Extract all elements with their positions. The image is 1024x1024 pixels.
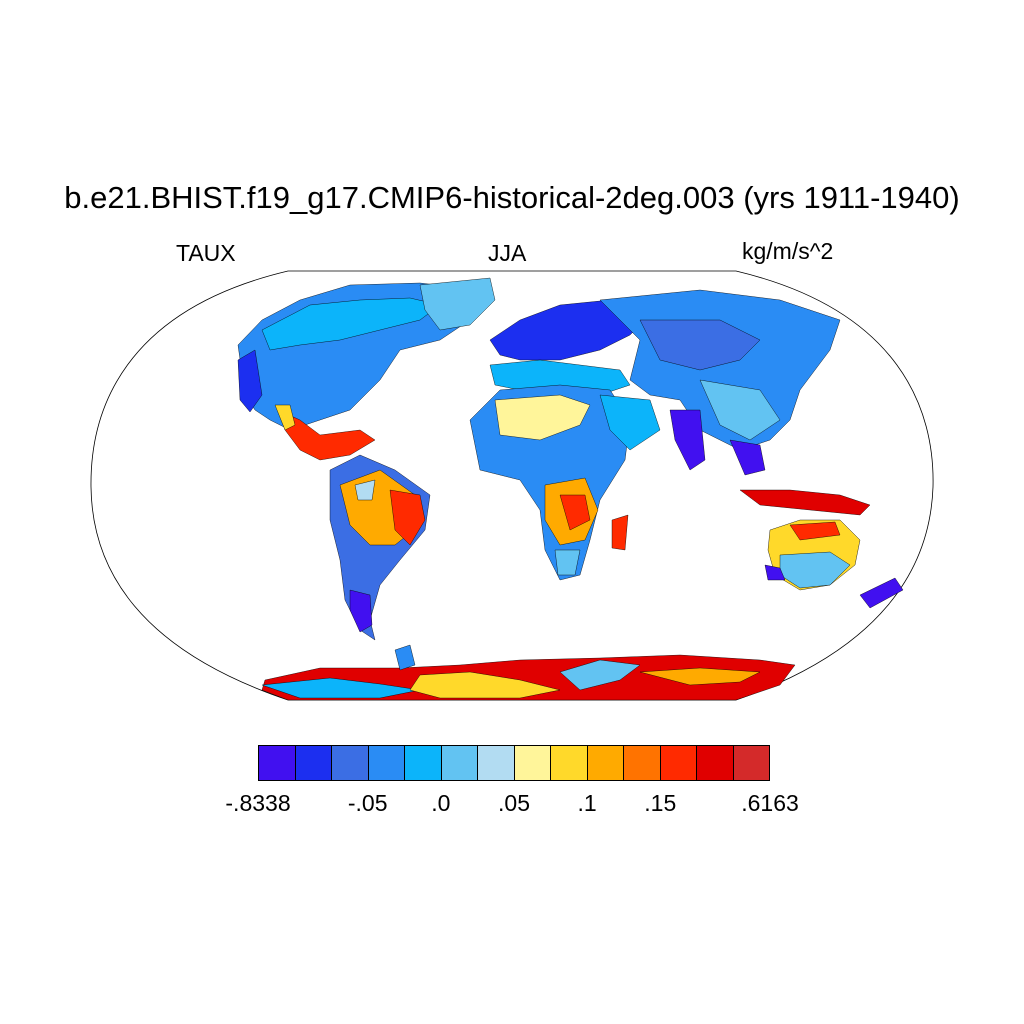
colorbar-tick-label: .15 (644, 790, 677, 816)
colorbar-box (295, 746, 332, 780)
colorbar-tick-label: .05 (498, 790, 530, 816)
land-region (554, 549, 581, 576)
colorbar-box (624, 746, 661, 780)
land-region (489, 299, 651, 361)
land-region (729, 439, 766, 476)
land-region (261, 297, 441, 351)
colorbar-box (587, 746, 624, 780)
land-region (789, 521, 841, 541)
colorbar-box (697, 746, 734, 780)
season-label: JJA (488, 240, 527, 266)
land-region (349, 589, 373, 633)
land-region (277, 409, 376, 461)
land-region (599, 394, 661, 451)
colorbar-box (405, 746, 442, 780)
colorbar (258, 745, 770, 781)
colorbar-box (660, 746, 697, 780)
land-region (739, 489, 871, 516)
colorbar-box (368, 746, 405, 780)
land-region (409, 671, 561, 699)
land-region (639, 667, 761, 686)
plot-title: b.e21.BHIST.f19_g17.CMIP6-historical-2de… (64, 180, 960, 215)
colorbar-tick-label: -.8338 (225, 790, 291, 816)
colorbar-box (332, 746, 369, 780)
colorbar-box (441, 746, 478, 780)
colorbar-tick-label: -.05 (347, 790, 388, 816)
land-region (394, 644, 416, 671)
land-region (859, 577, 904, 609)
land-region (669, 409, 706, 471)
land-region (274, 404, 296, 431)
land-region (559, 659, 641, 691)
land-region (237, 349, 263, 413)
colorbar-box (514, 746, 551, 780)
land-region (639, 319, 761, 371)
variable-label: TAUX (176, 240, 236, 266)
land-region (611, 514, 629, 551)
land-region (354, 479, 376, 501)
land-region (764, 564, 786, 581)
colorbar-box (733, 746, 769, 780)
land-region (494, 394, 591, 441)
land-region (489, 359, 631, 396)
land-region (389, 489, 426, 546)
colorbar-tick-label: .6163 (741, 790, 799, 816)
land-region (559, 494, 591, 531)
colorbar-box (259, 746, 296, 780)
land-region (699, 379, 781, 441)
colorbar-box (551, 746, 588, 780)
units-label: kg/m/s^2 (742, 238, 834, 264)
land-fill (237, 277, 904, 701)
land-region (419, 277, 496, 331)
colorbar-box (478, 746, 515, 780)
colorbar-tick-label: .1 (577, 790, 597, 816)
colorbar-tick-label: .0 (431, 790, 451, 816)
